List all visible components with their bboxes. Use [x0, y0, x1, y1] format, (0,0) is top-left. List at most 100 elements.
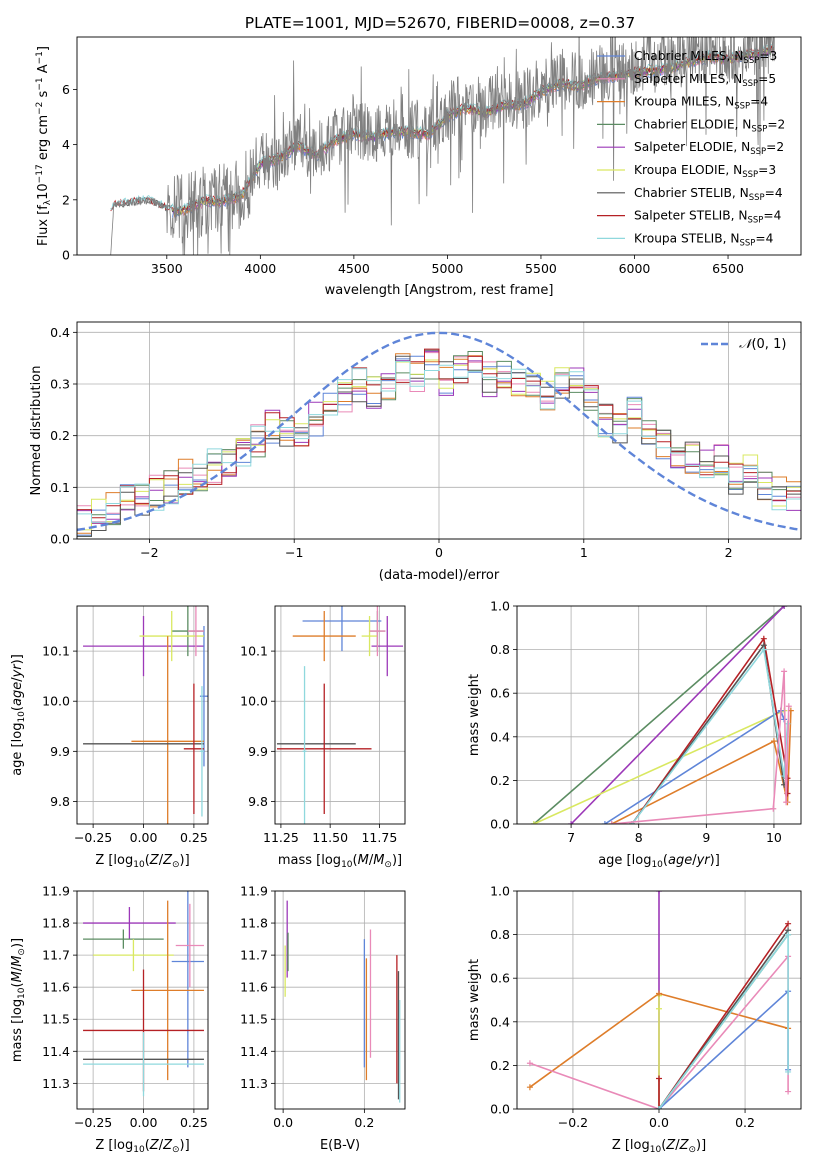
- massweight-vs-age-panel: 7 8 9 10 0.0 0.2 0.4 0.6 0.8 1.0 age [log10(age/yr…: [467, 599, 802, 870]
- weight-marker: [770, 738, 777, 745]
- legend-entry-name: Chabrier ELODIE, N: [634, 117, 751, 131]
- x-tick-label: 6500: [712, 261, 744, 276]
- legend-entry: Chabrier ELODIE, NSSP=2: [634, 117, 785, 134]
- x-tick-label: 0.2: [735, 1115, 755, 1130]
- spectrum-panel: 3500 4000 4500 5000 5500 6000 6500 0 2 4 6 Chabrier…: [35, 36, 802, 298]
- massweight-vs-Z-panel: −0.2 0.0 0.2 0.0 0.2 0.4 0.6 0.8 1.0 Z [log10(Z/Z…: [467, 884, 802, 1155]
- weight-marker: [781, 668, 788, 675]
- weight-marker: [526, 1084, 533, 1091]
- plot-area: [526, 891, 792, 1109]
- legend-entry-subscript: SSP: [747, 216, 763, 226]
- legend-entry: Kroupa MILES, NSSP=4: [634, 95, 768, 112]
- x-tick-label: 2: [725, 545, 733, 560]
- legend-entry-subscript: SSP: [734, 102, 750, 112]
- y-tick-label: 0.6: [490, 686, 510, 701]
- y-tick-label: 11.7: [240, 948, 268, 963]
- legend-entry-name: Chabrier MILES, N: [634, 49, 743, 63]
- y-tick-label: 4: [62, 137, 70, 152]
- legend-entry: Salpeter ELODIE, NSSP=2: [634, 140, 784, 157]
- weight-marker: [656, 990, 662, 997]
- y-tick-label: 0.0: [490, 1102, 510, 1117]
- y-axis-label: age [log10(age/yr)]: [10, 654, 27, 776]
- legend-entry: Chabrier STELIB, NSSP=4: [634, 186, 783, 203]
- weight-marker: [785, 931, 792, 938]
- y-tick-label: 11.5: [240, 1012, 268, 1027]
- legend-entry-name: Kroupa ELODIE, N: [634, 163, 742, 177]
- x-axis-label: mass [log10(M/M⊙)]: [278, 853, 402, 870]
- y-tick-label: 10.1: [42, 644, 70, 659]
- legend-entry: Chabrier MILES, NSSP=3: [634, 49, 777, 66]
- y-tick-label: 11.6: [42, 980, 70, 995]
- y-tick-label: 0.1: [50, 480, 70, 495]
- histogram-step-line: [77, 348, 801, 519]
- residuals-panel: −2 −1 0 1 2 0.0 0.1 0.2 0.3 0.4 𝒩(0, 1) (data-model…: [29, 321, 802, 583]
- y-tick-label: 11.9: [42, 884, 70, 899]
- weight-marker: [526, 1060, 533, 1067]
- weight-marker: [785, 703, 792, 710]
- legend-entry-subscript: SSP: [742, 170, 758, 180]
- y-tick-label: 1.0: [490, 884, 510, 899]
- y-tick-label: 11.6: [240, 980, 268, 995]
- y-tick-label: 1.0: [490, 599, 510, 614]
- weight-marker: [785, 1088, 792, 1095]
- weight-marker: [770, 805, 777, 812]
- weight-marker: [656, 891, 662, 894]
- y-tick-label: 11.4: [240, 1044, 268, 1059]
- x-tick-label: 0.0: [649, 1115, 669, 1130]
- legend-entry-subscript: SSP: [751, 124, 767, 134]
- weight-marker: [601, 821, 608, 824]
- y-tick-label: 11.9: [240, 884, 268, 899]
- y-tick-label: 10.0: [240, 694, 268, 709]
- x-tick-label: 0.00: [130, 830, 158, 845]
- weight-marker: [656, 1106, 662, 1109]
- weight-marker: [656, 1075, 662, 1082]
- y-tick-label: 0.8: [490, 642, 510, 657]
- plot-area: [284, 900, 401, 1103]
- legend-entry: 𝒩(0, 1): [739, 337, 786, 352]
- weight-marker: [783, 799, 790, 806]
- y-tick-label: 0: [62, 248, 70, 263]
- y-tick-label: 10.0: [42, 694, 70, 709]
- legend-entry-subscript: SSP: [740, 238, 756, 248]
- weight-marker: [608, 821, 615, 824]
- x-axis-label: Z [log10(Z/Z⊙)]: [95, 1138, 189, 1155]
- x-axis-label: (data-model)/error: [379, 568, 500, 583]
- normal-curve: [77, 331, 801, 532]
- y-tick-label: 0.2: [490, 773, 510, 788]
- axes-frame: [76, 890, 209, 1110]
- x-tick-label: −2: [140, 545, 158, 560]
- x-axis-label: Z [log10(Z/Z⊙)]: [95, 853, 189, 870]
- legend-entry-name: Kroupa MILES, N: [634, 95, 734, 109]
- plot-area: [530, 606, 794, 824]
- x-axis-label: Z [log10(Z/Z⊙)]: [612, 1138, 706, 1155]
- x-tick-label: 0.00: [130, 1115, 158, 1130]
- plot-area: [83, 606, 208, 824]
- y-tick-label: 11.3: [42, 1076, 70, 1091]
- y-tick-label: 9.9: [248, 744, 268, 759]
- weight-marker: [530, 821, 537, 824]
- axes-frame: [274, 890, 406, 1110]
- y-axis-label: mass weight: [467, 959, 482, 1041]
- legend-entry-subscript: SSP: [743, 56, 759, 66]
- x-tick-label: 0.25: [180, 830, 208, 845]
- legend-entry-count: =4: [755, 231, 773, 245]
- y-tick-label: 11.5: [42, 1012, 70, 1027]
- y-tick-label: 0.4: [50, 325, 70, 340]
- weight-marker: [785, 920, 792, 927]
- observed-spectrum-line: [110, 37, 775, 255]
- y-tick-label: 11.7: [42, 948, 70, 963]
- y-tick-label: 0.6: [490, 971, 510, 986]
- weight-line: [570, 606, 785, 824]
- x-tick-label: 3500: [151, 261, 183, 276]
- legend-entry: Kroupa STELIB, NSSP=4: [634, 231, 774, 248]
- weight-line: [604, 709, 785, 824]
- age-vs-Z-panel: −0.25 0.00 0.25 9.8 9.9 10.0 10.1 Z [log10(Z/Z⊙…: [10, 605, 209, 870]
- age-vs-mass-panel: 11.25 11.50 11.75 9.8 9.9 10.0 10.1 mass [log10…: [240, 605, 406, 870]
- weight-marker: [781, 606, 788, 609]
- x-tick-label: 6000: [619, 261, 651, 276]
- x-tick-label: 5000: [432, 261, 464, 276]
- x-tick-label: 0.2: [354, 1115, 374, 1130]
- legend-entry-count: =2: [767, 117, 785, 131]
- x-axis-label: age [log10(age/yr)]: [598, 853, 720, 870]
